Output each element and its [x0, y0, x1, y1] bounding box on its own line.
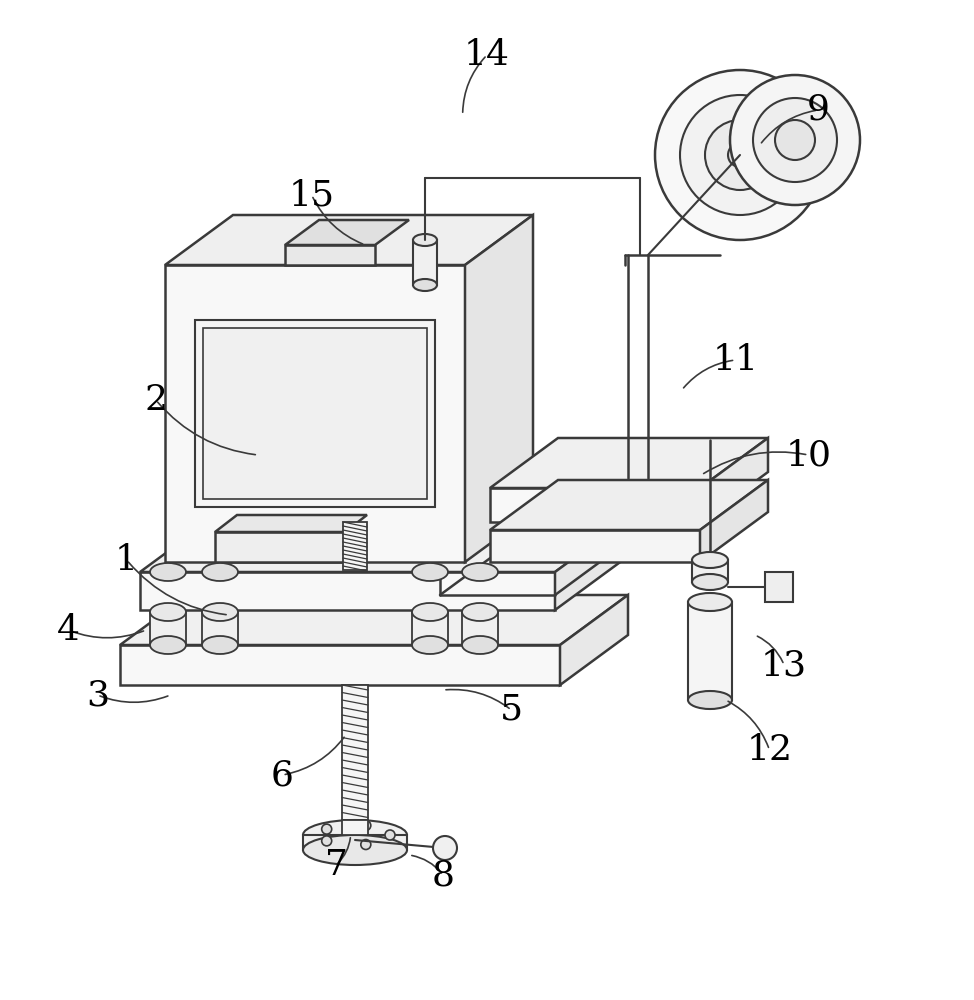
Polygon shape	[120, 645, 560, 685]
Bar	[195, 320, 435, 507]
Polygon shape	[700, 480, 768, 562]
Bar	[303, 835, 407, 850]
Text: 15: 15	[288, 178, 335, 212]
Circle shape	[775, 120, 815, 160]
Ellipse shape	[202, 563, 238, 581]
Text: 5: 5	[500, 693, 523, 727]
Text: 10: 10	[785, 438, 832, 472]
Ellipse shape	[688, 691, 732, 709]
Text: 11: 11	[712, 343, 759, 377]
Ellipse shape	[462, 636, 498, 654]
Bar	[765, 572, 793, 602]
Bar	[462, 612, 498, 645]
Ellipse shape	[413, 279, 437, 291]
Ellipse shape	[692, 574, 728, 590]
Circle shape	[321, 836, 332, 846]
Ellipse shape	[150, 603, 186, 621]
Bar	[343, 522, 367, 570]
Bar	[202, 612, 238, 645]
Ellipse shape	[692, 552, 728, 568]
Circle shape	[655, 70, 825, 240]
Ellipse shape	[462, 603, 498, 621]
Ellipse shape	[202, 603, 238, 621]
Ellipse shape	[412, 603, 448, 621]
Polygon shape	[140, 572, 555, 610]
Bar	[688, 602, 732, 700]
Polygon shape	[700, 438, 768, 522]
Bar	[150, 612, 186, 645]
Ellipse shape	[688, 593, 732, 611]
Circle shape	[433, 836, 457, 860]
Bar	[203, 328, 427, 499]
Ellipse shape	[150, 636, 186, 654]
Text: 9: 9	[806, 93, 830, 127]
Text: 1: 1	[115, 543, 138, 577]
Circle shape	[753, 98, 837, 182]
Ellipse shape	[303, 835, 407, 865]
Ellipse shape	[303, 820, 407, 850]
Polygon shape	[490, 488, 700, 522]
Bar	[413, 240, 437, 285]
Polygon shape	[555, 522, 623, 610]
Bar	[692, 560, 728, 582]
Circle shape	[705, 120, 775, 190]
Text: 14: 14	[464, 38, 510, 72]
Circle shape	[728, 143, 752, 167]
Polygon shape	[465, 215, 533, 562]
Polygon shape	[165, 265, 465, 562]
Polygon shape	[490, 530, 700, 562]
Text: 3: 3	[86, 678, 109, 712]
Bar	[342, 820, 368, 835]
Polygon shape	[140, 522, 623, 572]
Ellipse shape	[412, 636, 448, 654]
Text: 7: 7	[324, 848, 348, 882]
Polygon shape	[165, 215, 533, 265]
Text: 4: 4	[56, 613, 80, 647]
Polygon shape	[285, 245, 375, 265]
Polygon shape	[215, 515, 367, 532]
Polygon shape	[120, 595, 628, 645]
Text: 6: 6	[271, 758, 294, 792]
Ellipse shape	[413, 234, 437, 246]
Bar	[412, 612, 448, 645]
Polygon shape	[215, 532, 345, 562]
Text: 13: 13	[761, 648, 807, 682]
Ellipse shape	[412, 563, 448, 581]
Ellipse shape	[150, 563, 186, 581]
Circle shape	[321, 824, 332, 834]
Circle shape	[360, 840, 371, 850]
Ellipse shape	[202, 636, 238, 654]
Polygon shape	[285, 220, 409, 245]
Bar	[342, 685, 368, 820]
Circle shape	[385, 830, 395, 840]
Polygon shape	[490, 438, 768, 488]
Circle shape	[680, 95, 800, 215]
Circle shape	[360, 820, 371, 830]
Text: 12: 12	[746, 733, 793, 767]
Ellipse shape	[462, 563, 498, 581]
Circle shape	[730, 75, 860, 205]
Text: 2: 2	[144, 383, 168, 417]
Polygon shape	[490, 480, 768, 530]
Text: 8: 8	[431, 858, 455, 892]
Polygon shape	[560, 595, 628, 685]
